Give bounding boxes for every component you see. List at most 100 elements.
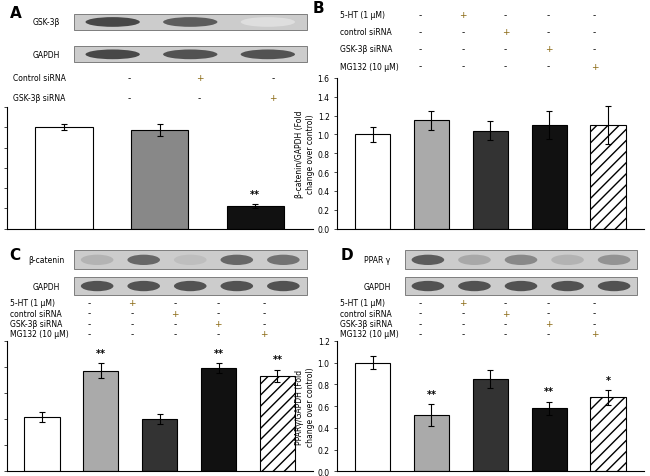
- Text: -: -: [462, 45, 465, 54]
- Text: -: -: [593, 309, 596, 318]
- Bar: [201, 368, 236, 471]
- Text: -: -: [419, 62, 422, 71]
- Text: -: -: [88, 329, 91, 338]
- Ellipse shape: [267, 255, 300, 266]
- Bar: [74, 15, 307, 31]
- Text: -: -: [504, 319, 507, 328]
- Text: -: -: [593, 319, 596, 328]
- Text: -: -: [593, 11, 596, 20]
- Text: GAPDH: GAPDH: [363, 282, 391, 291]
- Text: GSK-3β siRNA: GSK-3β siRNA: [341, 319, 393, 328]
- Bar: [74, 251, 307, 270]
- Text: -: -: [131, 329, 134, 338]
- Text: MG132 (10 μM): MG132 (10 μM): [10, 329, 68, 338]
- Text: +: +: [171, 309, 179, 318]
- Ellipse shape: [598, 281, 630, 292]
- Text: -: -: [88, 319, 91, 328]
- Ellipse shape: [504, 281, 538, 292]
- Text: -: -: [462, 29, 465, 37]
- Text: **: **: [544, 387, 554, 397]
- Bar: [35, 128, 93, 229]
- Text: -: -: [504, 45, 507, 54]
- Bar: [404, 277, 638, 296]
- Text: +: +: [502, 29, 510, 37]
- Text: -: -: [462, 329, 465, 338]
- Ellipse shape: [163, 18, 217, 28]
- Bar: [532, 408, 567, 471]
- Text: -: -: [419, 329, 422, 338]
- Text: -: -: [216, 298, 220, 307]
- Ellipse shape: [127, 255, 160, 266]
- Ellipse shape: [240, 50, 295, 60]
- Ellipse shape: [81, 281, 114, 292]
- Text: +: +: [545, 45, 552, 54]
- Bar: [24, 417, 60, 471]
- Ellipse shape: [411, 255, 444, 266]
- Text: +: +: [459, 11, 467, 20]
- Bar: [227, 207, 284, 229]
- Text: +: +: [269, 94, 277, 103]
- Ellipse shape: [267, 281, 300, 292]
- Text: -: -: [262, 298, 265, 307]
- Text: +: +: [591, 329, 598, 338]
- Text: -: -: [547, 309, 550, 318]
- Text: -: -: [271, 74, 274, 83]
- Text: -: -: [462, 62, 465, 71]
- Text: -: -: [462, 319, 465, 328]
- Text: **: **: [272, 355, 282, 365]
- Bar: [74, 47, 307, 63]
- Ellipse shape: [411, 281, 444, 292]
- Bar: [355, 135, 390, 229]
- Text: -: -: [547, 29, 550, 37]
- Text: MG132 (10 μM): MG132 (10 μM): [341, 62, 399, 71]
- Ellipse shape: [220, 255, 253, 266]
- Ellipse shape: [86, 18, 140, 28]
- Text: -: -: [504, 329, 507, 338]
- Text: -: -: [419, 309, 422, 318]
- Bar: [590, 126, 626, 229]
- Text: GSK-3β: GSK-3β: [32, 19, 60, 28]
- Text: -: -: [547, 298, 550, 307]
- Text: -: -: [593, 298, 596, 307]
- Text: -: -: [198, 94, 201, 103]
- Ellipse shape: [504, 255, 538, 266]
- Bar: [473, 131, 508, 229]
- Bar: [355, 363, 390, 471]
- Text: -: -: [174, 319, 177, 328]
- Text: **: **: [96, 348, 106, 358]
- Ellipse shape: [240, 18, 295, 28]
- Bar: [473, 379, 508, 471]
- Ellipse shape: [174, 255, 207, 266]
- Ellipse shape: [220, 281, 253, 292]
- Text: -: -: [419, 298, 422, 307]
- Text: +: +: [459, 298, 467, 307]
- Text: -: -: [88, 309, 91, 318]
- Text: +: +: [502, 309, 510, 318]
- Bar: [404, 251, 638, 270]
- Bar: [260, 376, 295, 471]
- Text: -: -: [216, 329, 220, 338]
- Text: -: -: [504, 11, 507, 20]
- Text: -: -: [593, 45, 596, 54]
- Text: control siRNA: control siRNA: [341, 309, 392, 318]
- Text: -: -: [262, 319, 265, 328]
- Text: -: -: [462, 309, 465, 318]
- Ellipse shape: [127, 281, 160, 292]
- Text: β-catenin: β-catenin: [28, 256, 64, 265]
- Text: GSK-3β siRNA: GSK-3β siRNA: [10, 319, 62, 328]
- Text: -: -: [174, 298, 177, 307]
- Y-axis label: β-catenin/GAPDH (Fold
change over control): β-catenin/GAPDH (Fold change over contro…: [295, 110, 315, 198]
- Bar: [532, 126, 567, 229]
- Text: -: -: [419, 45, 422, 54]
- Text: A: A: [10, 6, 21, 21]
- Text: -: -: [547, 11, 550, 20]
- Ellipse shape: [458, 281, 491, 292]
- Ellipse shape: [86, 50, 140, 60]
- Text: -: -: [174, 329, 177, 338]
- Text: +: +: [545, 319, 552, 328]
- Text: -: -: [504, 298, 507, 307]
- Text: +: +: [196, 74, 203, 83]
- Text: +: +: [128, 298, 136, 307]
- Text: 5-HT (1 μM): 5-HT (1 μM): [341, 11, 385, 20]
- Text: control siRNA: control siRNA: [341, 29, 392, 37]
